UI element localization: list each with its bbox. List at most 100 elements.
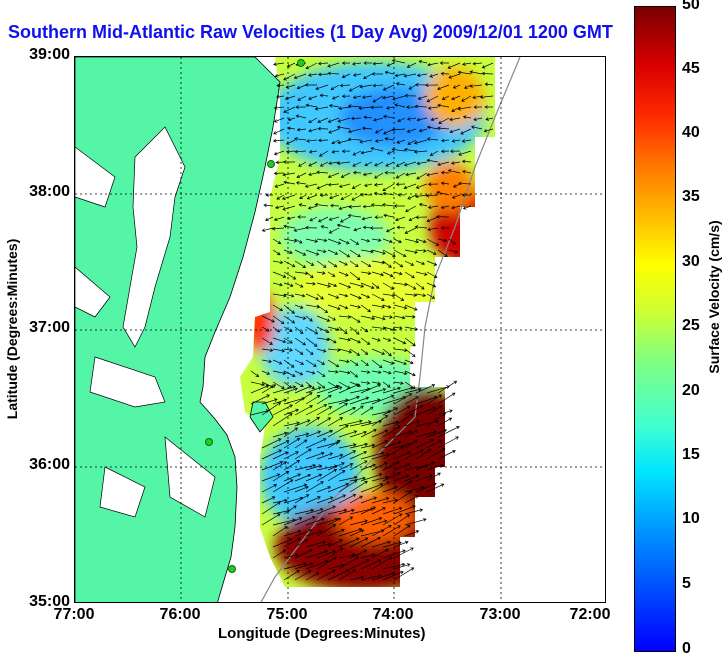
velocity-arrow (338, 271, 349, 277)
velocity-arrow (294, 370, 304, 376)
velocity-arrow (250, 394, 270, 405)
velocity-arrow (393, 524, 411, 537)
velocity-arrow (348, 84, 362, 92)
velocity-arrow (393, 547, 414, 559)
velocity-arrow (330, 84, 340, 91)
velocity-arrow (338, 370, 351, 375)
velocity-arrow (327, 326, 340, 332)
velocity-arrow (327, 71, 340, 76)
velocity-arrow (327, 569, 350, 581)
velocity-arrow (327, 315, 336, 321)
velocity-arrow (360, 516, 383, 526)
velocity-arrow (371, 415, 389, 427)
velocity-arrow (294, 528, 313, 537)
velocity-arrow (393, 386, 414, 394)
velocity-arrow (341, 73, 351, 79)
velocity-arrow (360, 553, 376, 559)
velocity-arrow (340, 194, 351, 201)
velocity-arrow (317, 61, 329, 66)
velocity-arrow (415, 439, 434, 449)
velocity-arrow (287, 117, 296, 122)
velocity-arrow (383, 114, 395, 119)
velocity-arrow (286, 149, 296, 154)
velocity-arrow (370, 105, 384, 110)
velocity-arrow (338, 450, 357, 460)
velocity-arrow (273, 171, 285, 176)
velocity-arrow (272, 348, 286, 353)
velocity-arrow (360, 271, 372, 276)
velocity-arrow (382, 471, 402, 482)
velocity-arrow (327, 182, 340, 187)
velocity-arrow (437, 249, 448, 257)
velocity-arrow (338, 406, 356, 416)
velocity-arrow (440, 170, 450, 175)
velocity-arrow (382, 513, 403, 526)
velocity-arrow (414, 104, 428, 109)
velocity-arrow (393, 326, 403, 330)
velocity-arrow (451, 205, 461, 210)
velocity-arrow (261, 398, 278, 405)
velocity-arrow (273, 106, 285, 110)
velocity-arrow (364, 161, 373, 167)
velocity-arrow (294, 473, 312, 482)
velocity-arrow (315, 84, 329, 91)
map-title: Southern Mid-Atlantic Raw Velocities (1 … (8, 22, 613, 42)
velocity-arrow (341, 94, 351, 99)
velocity-arrow (404, 249, 418, 254)
velocity-arrow (327, 249, 339, 255)
velocity-arrow (283, 427, 299, 438)
velocity-arrow (261, 326, 270, 332)
velocity-arrow (440, 71, 450, 76)
velocity-arrow (305, 359, 317, 367)
velocity-arrow (360, 559, 382, 570)
velocity-arrow (360, 260, 372, 268)
velocity-arrow (363, 73, 373, 80)
velocity-arrow (294, 516, 316, 526)
velocity-arrow (360, 359, 369, 366)
velocity-arrow (250, 370, 260, 378)
velocity-arrow (436, 214, 450, 219)
velocity-arrow (294, 419, 311, 427)
velocity-arrow (272, 293, 287, 298)
velocity-arrow (382, 386, 401, 394)
radar-station-marker (205, 438, 213, 446)
velocity-arrow (349, 529, 365, 537)
colorbar-tick-label: 45 (682, 60, 700, 77)
y-axis-label: Latitude (Degrees:Minutes) (4, 238, 20, 420)
velocity-arrow (371, 370, 382, 374)
velocity-arrow (305, 381, 315, 390)
velocity-arrow (294, 463, 317, 471)
velocity-arrow (294, 432, 310, 438)
velocity-arrow (472, 61, 483, 66)
velocity-arrow (404, 315, 416, 319)
velocity-arrow (349, 549, 368, 559)
velocity-arrow (305, 438, 327, 449)
velocity-arrow (415, 461, 435, 471)
velocity-arrow (485, 117, 494, 121)
velocity-arrow (393, 304, 408, 310)
y-tick-label: 36:00 (29, 456, 70, 473)
velocity-arrow (338, 475, 358, 482)
velocity-arrow (437, 380, 458, 394)
velocity-arrow (307, 205, 318, 210)
velocity-arrow (441, 95, 450, 100)
velocity-arrow (451, 106, 461, 112)
velocity-arrow (404, 530, 420, 537)
velocity-arrow (371, 556, 393, 570)
velocity-arrow (294, 439, 308, 449)
velocity-arrow (283, 517, 303, 526)
velocity-arrow (316, 304, 329, 314)
velocity-arrow (349, 238, 360, 245)
velocity-arrow (286, 62, 296, 68)
velocity-arrow (451, 95, 461, 101)
velocity-arrow (305, 238, 319, 243)
velocity-arrow (406, 128, 417, 133)
velocity-arrow (371, 540, 391, 548)
velocity-arrow (426, 125, 439, 130)
velocity-arrow (283, 473, 302, 482)
velocity-arrow (294, 238, 303, 244)
velocity-arrow (473, 117, 483, 122)
velocity-arrow (340, 216, 351, 223)
velocity-arrow (360, 473, 383, 482)
velocity-arrow (391, 59, 406, 64)
